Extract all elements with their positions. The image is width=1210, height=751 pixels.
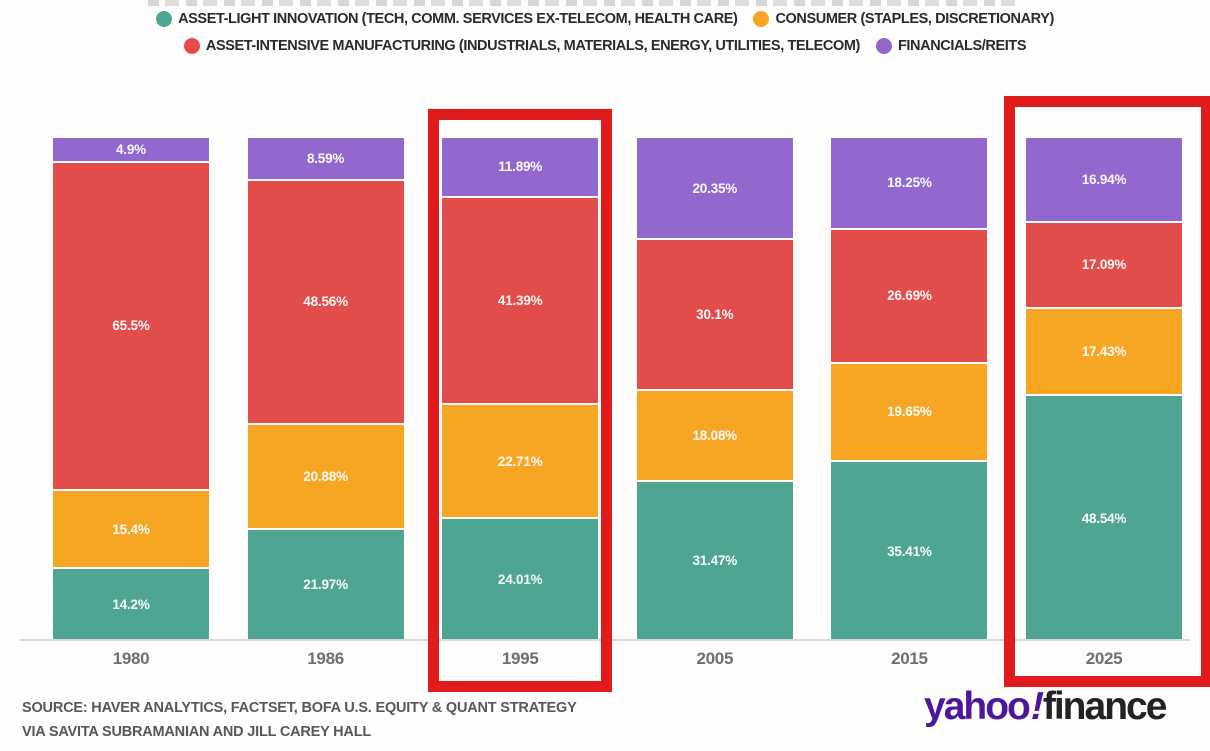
segment-value-label: 8.59%	[306, 151, 345, 167]
stacked-bar-1980: 4.9% 65.5% 15.4% 14.2%	[53, 138, 209, 640]
segment-value-label: 35.41%	[887, 543, 932, 559]
x-axis-tick-label-2025: 2025	[1085, 649, 1123, 668]
clipped-title-fragment	[148, 0, 1018, 6]
source-note: SOURCE: HAVER ANALYTICS, FACTSET, BOFA U…	[22, 696, 577, 744]
bar-segment-financials-reits-1986: 8.59%	[247, 138, 404, 182]
bar-segment-consumer-2015: 19.65%	[831, 363, 988, 463]
legend-label: ASSET-LIGHT INNOVATION (TECH, COMM. SERV…	[178, 11, 738, 27]
segment-value-label: 20.35%	[692, 180, 738, 196]
x-axis-tick-label-2015: 2015	[891, 649, 928, 668]
yahoo-finance-logo: yahoo ! finance	[924, 684, 1168, 730]
legend-dot-icon-asset-light-innovation	[156, 11, 173, 27]
x-axis-tick-label-1980: 1980	[112, 649, 150, 668]
bar-segment-financials-reits-2025: 16.94%	[1026, 138, 1182, 224]
bar-segment-asset-intensive-manufacturing-1980: 65.5%	[53, 162, 209, 492]
segment-value-label: 20.88%	[303, 468, 348, 484]
bar-segment-financials-reits-1995: 11.89%	[442, 138, 599, 198]
segment-value-label: 4.9%	[116, 141, 146, 157]
bar-segment-consumer-2005: 18.08%	[636, 391, 793, 482]
x-axis-tick-label-1995: 1995	[501, 649, 539, 668]
segment-value-label: 21.97%	[303, 577, 348, 593]
legend-item-asset-intensive-manufacturing: ASSET-INTENSIVE MANUFACTURING (INDUSTRIA…	[183, 38, 860, 54]
legend-dot-icon-asset-intensive-manufacturing	[183, 38, 200, 54]
legend-item-financials-reits: FINANCIALS/REITS	[875, 38, 1027, 54]
legend-label: CONSUMER (STAPLES, DISCRETIONARY)	[775, 11, 1054, 27]
bar-segment-asset-intensive-manufacturing-2025: 17.09%	[1026, 223, 1182, 309]
segment-value-label: 22.71%	[497, 453, 543, 469]
bar-segment-asset-intensive-manufacturing-2005: 30.1%	[636, 240, 793, 392]
legend-label: ASSET-INTENSIVE MANUFACTURING (INDUSTRIA…	[205, 38, 860, 54]
bar-segment-asset-light-innovation-1986: 21.97%	[247, 529, 404, 640]
segment-value-label: 48.54%	[1081, 510, 1127, 526]
highlight-box-2025	[1004, 96, 1210, 687]
bar-segment-asset-light-innovation-1980: 14.2%	[53, 568, 209, 640]
bar-segment-financials-reits-2015: 18.25%	[831, 138, 988, 230]
stacked-bar-1995: 11.89% 41.39% 22.71% 24.01%	[442, 138, 599, 640]
x-axis-tick-label-1986: 1986	[307, 649, 344, 668]
legend-row-1: ASSET-LIGHT INNOVATION (TECH, COMM. SERV…	[0, 10, 1210, 28]
segment-value-label: 24.01%	[497, 572, 543, 588]
highlight-box-1995	[428, 109, 613, 692]
segment-value-label: 65.5%	[112, 318, 150, 334]
segment-value-label: 11.89%	[498, 159, 543, 175]
x-axis-tick-label-2005: 2005	[696, 649, 734, 668]
stacked-bar-2015: 18.25% 26.69% 19.65% 35.41%	[831, 138, 988, 640]
stacked-bar-1986: 8.59% 48.56% 20.88% 21.97%	[247, 138, 404, 640]
stacked-bar-2025: 16.94% 17.09% 17.43% 48.54%	[1026, 138, 1182, 640]
finance-wordmark: finance	[1042, 685, 1168, 728]
bar-segment-asset-light-innovation-2015: 35.41%	[831, 462, 988, 640]
segment-value-label: 31.47%	[692, 553, 738, 569]
segment-value-label: 18.08%	[692, 428, 738, 444]
source-line-2: VIA SAVITA SUBRAMANIAN AND JILL CAREY HA…	[22, 724, 372, 740]
legend-dot-icon-consumer	[753, 11, 770, 27]
legend-row-2: ASSET-INTENSIVE MANUFACTURING (INDUSTRIA…	[0, 37, 1210, 55]
stacked-bar-2005: 20.35% 30.1% 18.08% 31.47%	[636, 138, 793, 640]
segment-value-label: 30.1%	[696, 307, 734, 323]
segment-value-label: 16.94%	[1081, 172, 1127, 188]
segment-value-label: 48.56%	[303, 294, 348, 310]
legend-item-consumer: CONSUMER (STAPLES, DISCRETIONARY)	[753, 11, 1054, 27]
bar-segment-financials-reits-2005: 20.35%	[636, 138, 793, 241]
segment-value-label: 17.09%	[1081, 257, 1127, 273]
bar-segment-financials-reits-1980: 4.9%	[53, 138, 209, 163]
bar-segment-consumer-2025: 17.43%	[1026, 308, 1182, 397]
yahoo-wordmark: yahoo	[924, 685, 1031, 728]
source-line-1: SOURCE: HAVER ANALYTICS, FACTSET, BOFA U…	[22, 700, 577, 716]
bar-segment-consumer-1986: 20.88%	[247, 424, 404, 530]
bar-segment-asset-intensive-manufacturing-2015: 26.69%	[831, 229, 988, 364]
bar-segment-asset-light-innovation-2025: 48.54%	[1026, 396, 1182, 640]
segment-value-label: 17.43%	[1081, 344, 1127, 360]
legend-dot-icon-financials-reits	[875, 38, 892, 54]
segment-value-label: 26.69%	[887, 288, 932, 304]
legend-item-asset-light-innovation: ASSET-LIGHT INNOVATION (TECH, COMM. SERV…	[156, 11, 738, 27]
legend-label: FINANCIALS/REITS	[897, 38, 1027, 54]
bar-segment-consumer-1980: 15.4%	[53, 491, 209, 569]
bar-segment-asset-light-innovation-1995: 24.01%	[442, 519, 599, 640]
bar-segment-asset-intensive-manufacturing-1995: 41.39%	[442, 197, 599, 406]
bar-segment-asset-light-innovation-2005: 31.47%	[636, 482, 793, 640]
segment-value-label: 41.39%	[497, 293, 543, 309]
segment-value-label: 15.4%	[112, 521, 150, 537]
segment-value-label: 14.2%	[112, 596, 150, 612]
bar-segment-asset-intensive-manufacturing-1986: 48.56%	[247, 181, 404, 425]
segment-value-label: 19.65%	[887, 404, 932, 420]
segment-value-label: 18.25%	[887, 175, 932, 191]
bar-segment-consumer-1995: 22.71%	[442, 405, 599, 520]
